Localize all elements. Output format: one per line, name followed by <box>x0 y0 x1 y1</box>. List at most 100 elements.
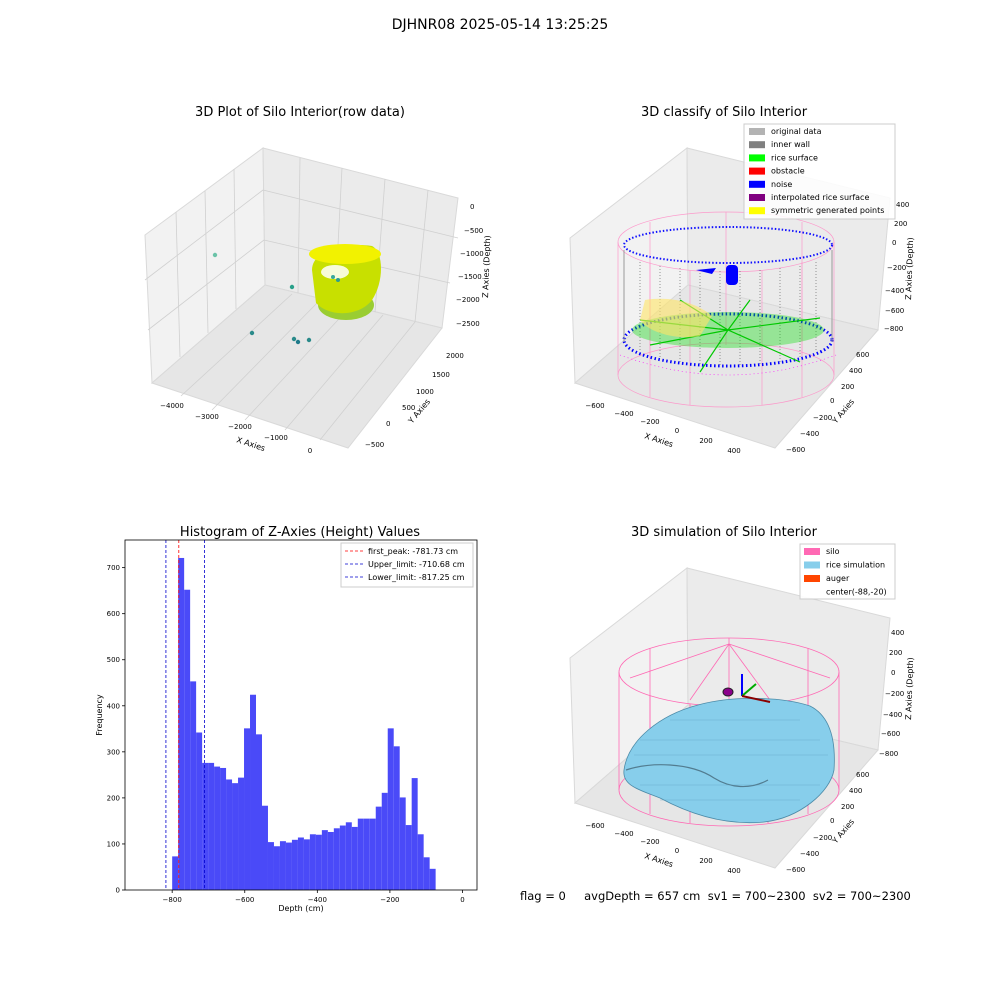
svg-text:200: 200 <box>841 383 854 391</box>
histogram-bar <box>393 746 400 890</box>
svg-text:−200: −200 <box>640 418 659 426</box>
histogram-y-tick-label: 200 <box>107 794 120 802</box>
histogram-bar <box>267 842 274 890</box>
legend-swatch <box>749 194 765 201</box>
histogram-bar <box>184 589 191 890</box>
legend-label: center(-88,-20) <box>826 588 887 597</box>
legend-swatch <box>749 207 765 215</box>
svg-text:0: 0 <box>308 447 312 455</box>
svg-text:−500: −500 <box>464 227 483 235</box>
histogram-bar <box>423 857 430 890</box>
raw-x-ticks: −4000 −3000 −2000 −1000 0 <box>160 402 312 455</box>
svg-text:−600: −600 <box>786 866 805 874</box>
svg-text:−400: −400 <box>614 410 633 418</box>
histogram-x-label: Depth (cm) <box>278 904 323 913</box>
svg-text:−600: −600 <box>585 402 604 410</box>
classify-legend-items: original data inner wall rice surface obsta… <box>749 127 884 215</box>
svg-text:−400: −400 <box>885 287 904 295</box>
histogram-bar <box>327 831 334 890</box>
histogram-reference-lines <box>165 540 205 890</box>
histogram-legend-label: Upper_limit: -710.68 cm <box>368 560 465 569</box>
classify-point-bands <box>619 226 837 376</box>
simulation-x-ticks: −600 −400 −200 0 200 400 <box>585 822 740 875</box>
histogram-bar <box>333 828 340 890</box>
simulation-plot-title: 3D simulation of Silo Interior <box>631 525 818 540</box>
histogram-bar <box>351 826 358 890</box>
histogram-bar <box>232 783 239 890</box>
svg-text:0: 0 <box>891 669 895 677</box>
histogram-bar <box>303 839 310 890</box>
histogram-bar <box>369 818 376 890</box>
raw-cloud-hole <box>321 265 349 279</box>
svg-text:400: 400 <box>849 367 862 375</box>
depth-histogram-chart: Histogram of Z-Axies (Height) Values −80… <box>95 525 478 913</box>
histogram-bar <box>399 797 406 890</box>
svg-text:−500: −500 <box>365 441 384 449</box>
histogram-bar <box>285 842 292 890</box>
histogram-bar <box>291 839 298 890</box>
legend-label: silo <box>826 547 840 556</box>
classify-z-ticks: 400 200 0 −200 −400 −600 −800 <box>884 201 909 333</box>
svg-text:0: 0 <box>830 397 834 405</box>
classify-x-ticks: −600 −400 −200 0 200 400 <box>585 402 740 455</box>
raw-y-ticks: −500 0 500 1000 1500 2000 <box>365 352 464 449</box>
histogram-x-ticks: −800 −600 −400 −200 0 <box>163 890 465 904</box>
svg-text:−1000: −1000 <box>264 434 288 442</box>
svg-text:0: 0 <box>386 420 390 428</box>
svg-text:−400: −400 <box>614 830 633 838</box>
histogram-y-tick-label: 0 <box>116 887 120 895</box>
svg-text:−600: −600 <box>786 446 805 454</box>
histogram-y-tick-label: 400 <box>107 702 120 710</box>
svg-text:−2000: −2000 <box>228 423 252 431</box>
svg-text:0: 0 <box>675 427 679 435</box>
svg-text:400: 400 <box>849 787 862 795</box>
histogram-bar <box>256 734 262 890</box>
simulation-y-ticks: −600 −400 −200 0 200 400 600 <box>786 771 869 874</box>
histogram-bar <box>226 779 233 890</box>
histogram-bar <box>279 841 286 890</box>
histogram-bar <box>357 818 364 890</box>
histogram-bar <box>363 818 370 890</box>
legend-swatch <box>749 180 765 188</box>
legend-label: auger <box>826 574 850 583</box>
histogram-bar <box>172 856 179 890</box>
raw-z-label: Z Axies (Depth) <box>481 235 492 298</box>
svg-text:200: 200 <box>889 649 902 657</box>
histogram-bar <box>411 778 418 890</box>
legend-label: symmetric generated points <box>771 206 884 215</box>
histogram-bar <box>375 806 382 890</box>
svg-text:200: 200 <box>841 803 854 811</box>
histogram-frame <box>124 539 478 891</box>
classify-y-ticks: −600 −400 −200 0 200 400 600 <box>786 351 869 454</box>
histogram-bar <box>220 767 227 890</box>
svg-text:0: 0 <box>830 817 834 825</box>
svg-text:−800: −800 <box>879 750 898 758</box>
simulation-x-label: X Axies <box>643 851 674 869</box>
legend-label: inner wall <box>771 140 810 149</box>
svg-text:400: 400 <box>727 867 740 875</box>
svg-text:0: 0 <box>892 239 896 247</box>
legend-label: rice simulation <box>826 561 885 570</box>
histogram-y-tick-label: 600 <box>107 610 120 618</box>
legend-swatch <box>749 167 765 175</box>
svg-text:−200: −200 <box>813 414 832 422</box>
svg-text:−400: −400 <box>800 850 819 858</box>
svg-text:400: 400 <box>896 201 909 209</box>
histogram-bar <box>238 777 245 890</box>
svg-text:−600: −600 <box>885 307 904 315</box>
raw-data-3d-plot: 3D Plot of Silo Interior(row data) −4000… <box>144 105 492 455</box>
histogram-bar <box>321 830 328 890</box>
histogram-x-tick-label: −200 <box>380 896 399 904</box>
histogram-y-tick-label: 500 <box>107 656 120 664</box>
histogram-bar <box>244 728 251 890</box>
histogram-bar <box>202 762 209 890</box>
svg-text:400: 400 <box>891 629 904 637</box>
histogram-x-tick-label: −600 <box>235 896 254 904</box>
legend-swatch <box>804 548 820 555</box>
simulation-3d-plot: 3D simulation of Silo Interior silo rice … <box>569 525 915 875</box>
histogram-bar <box>190 681 197 890</box>
svg-text:600: 600 <box>856 351 869 359</box>
status-line: flag = 0 avgDepth = 657 cm sv1 = 700~230… <box>520 889 911 903</box>
svg-text:600: 600 <box>856 771 869 779</box>
classify-z-label: Z Axies (Depth) <box>904 237 915 300</box>
